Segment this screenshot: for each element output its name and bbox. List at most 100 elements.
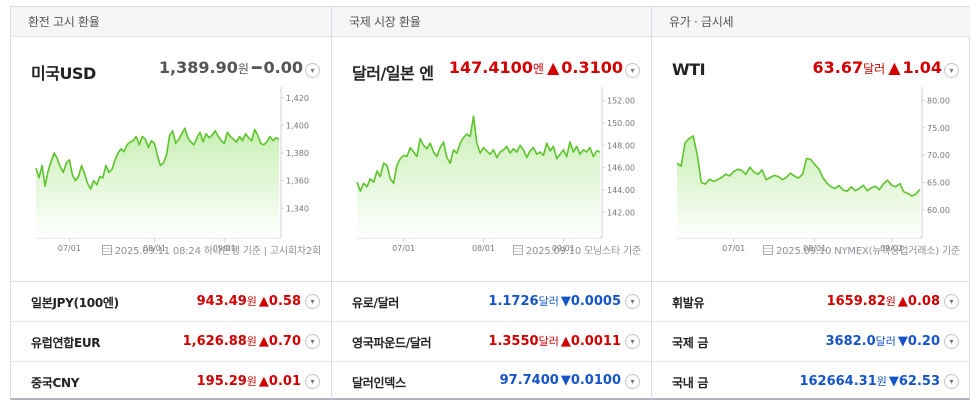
rate-unit: 달러 xyxy=(875,335,896,348)
rate-row[interactable]: 국제 금 3682.0달러 ▼0.20 ▾ xyxy=(652,322,970,362)
rate-change-sign: ▲ xyxy=(897,294,908,309)
quote-price: 147.4100엔 ▲ 0.3100 xyxy=(449,58,623,77)
chevron-down-icon[interactable]: ▾ xyxy=(944,294,959,309)
rate-price: 195.29 xyxy=(196,374,247,389)
rate-name: 영국파운드/달러 xyxy=(352,336,432,350)
exchange-rate-column: 환전 고시 환율 1,420 1,400 1,380 1,360 1,340 07/01 0… xyxy=(11,7,331,399)
rate-change-sign: ▼ xyxy=(560,294,571,309)
series-area xyxy=(677,136,920,238)
rate-value: 1659.82원 ▲0.08 xyxy=(827,293,940,309)
rate-unit: 원 xyxy=(246,375,257,388)
series-area xyxy=(36,128,279,238)
main-quote[interactable]: 1,420 1,400 1,380 1,360 1,340 07/01 08/01 09/01… xyxy=(11,37,331,281)
rate-unit: 달러 xyxy=(538,295,559,308)
source-note: 2025.09.10 모닝스타 기준 xyxy=(512,242,641,257)
chevron-down-icon[interactable]: ▾ xyxy=(625,374,640,389)
y-tick-label: 152.00 xyxy=(607,97,635,106)
price-unit: 원 xyxy=(237,62,249,76)
chevron-down-icon[interactable]: ▾ xyxy=(944,334,959,349)
rate-name: 달러인덱스 xyxy=(352,376,406,390)
y-tick-label: 146.00 xyxy=(607,164,635,173)
chevron-down-icon[interactable]: ▾ xyxy=(625,63,640,78)
rate-value: 1.1726달러 ▼0.0005 xyxy=(488,293,621,309)
series-line xyxy=(356,115,601,192)
column-header[interactable]: 유가 · 금시세 xyxy=(652,7,970,37)
chevron-down-icon[interactable]: ▾ xyxy=(305,374,320,389)
source-note: 2025.09.10 NYMEX(뉴욕상업거래소) 기준 xyxy=(762,242,960,257)
source-note: 2025.09.11 08:24 하나은행 기준 | 고시회차2회 xyxy=(101,242,322,257)
price-unit: 엔 xyxy=(532,62,544,76)
quote-price: 63.67달러 ▲ 1.04 xyxy=(813,58,943,77)
rate-change-sign: ▼ xyxy=(897,334,908,349)
rate-price: 97.7400 xyxy=(499,373,559,388)
y-tick-label: 80.00 xyxy=(927,96,950,105)
rate-row[interactable]: 중국CNY 195.29원 ▲0.01 ▾ xyxy=(11,362,331,400)
chevron-down-icon[interactable]: ▾ xyxy=(305,294,320,309)
y-tick-label: 70.00 xyxy=(927,151,950,160)
series-area xyxy=(357,116,600,238)
rate-name: 유로/달러 xyxy=(352,296,400,310)
rate-value: 97.7400 ▼0.0100 xyxy=(500,373,621,388)
chevron-down-icon[interactable]: ▾ xyxy=(625,334,640,349)
rate-name: 유럽연합EUR xyxy=(31,336,101,350)
rate-unit: 원 xyxy=(246,335,257,348)
chevron-down-icon[interactable]: ▾ xyxy=(944,63,959,78)
rate-change-sign: ▲ xyxy=(560,334,571,349)
price-chart[interactable]: 1,420 1,400 1,380 1,360 1,340 07/01 08/01 09/01 xyxy=(11,37,331,281)
rate-row[interactable]: 유럽연합EUR 1,626.88원 ▲0.70 ▾ xyxy=(11,322,331,362)
y-tick-label: 75.00 xyxy=(927,124,950,133)
market-rates-panel: 환전 고시 환율 1,420 1,400 1,380 1,360 1,340 07/01 0… xyxy=(10,6,970,400)
rate-price: 1659.82 xyxy=(826,294,886,309)
source-text: 2025.09.10 NYMEX(뉴욕상업거래소) 기준 xyxy=(775,246,960,257)
y-tick-label: 60.00 xyxy=(927,206,950,215)
x-tick-label: 07/01 xyxy=(392,244,415,253)
change-value: 0.00 xyxy=(263,58,303,77)
rate-row[interactable]: 유로/달러 1.1726달러 ▼0.0005 ▾ xyxy=(332,282,651,322)
rate-row[interactable]: 국내 금 162664.31원 ▼62.53 ▾ xyxy=(652,362,970,400)
rate-value: 943.49원 ▲0.58 xyxy=(197,293,301,309)
rate-row[interactable]: 영국파운드/달러 1.3550달러 ▲0.0011 ▾ xyxy=(332,322,651,362)
rate-change: 0.0011 xyxy=(570,334,621,349)
change-value: 1.04 xyxy=(902,58,942,77)
price-value: 63.67 xyxy=(812,58,864,77)
source-text: 2025.09.11 08:24 하나은행 기준 | 고시회차2회 xyxy=(114,246,322,257)
main-quote[interactable]: 80.00 75.00 70.00 65.00 60.00 07/01 08/01 09/02… xyxy=(652,37,970,281)
rate-row[interactable]: 달러인덱스 97.7400 ▼0.0100 ▾ xyxy=(332,362,651,400)
column-header[interactable]: 환전 고시 환율 xyxy=(11,7,331,37)
rate-name: 국제 금 xyxy=(672,336,709,350)
quote-title: 달러/일본 엔 xyxy=(352,64,434,83)
rate-unit: 원 xyxy=(246,295,257,308)
rate-row[interactable]: 일본JPY(100엔) 943.49원 ▲0.58 ▾ xyxy=(11,282,331,322)
x-tick-label: 08/01 xyxy=(472,244,495,253)
document-icon xyxy=(512,245,523,255)
price-chart[interactable]: 152.00 150.00 148.00 146.00 144.00 142.00 07/0… xyxy=(332,37,652,281)
rate-unit: 원 xyxy=(885,295,896,308)
main-quote[interactable]: 152.00 150.00 148.00 146.00 144.00 142.00 07/0… xyxy=(332,37,651,281)
international-rate-column: 국제 시장 환율 152.00 150.00 148.00 146.00 144.00 1… xyxy=(331,7,651,399)
rate-name: 중국CNY xyxy=(31,376,80,390)
rate-change: 0.0005 xyxy=(570,294,621,309)
rate-change: 0.58 xyxy=(268,294,301,309)
change-sign: ▲ xyxy=(546,58,560,77)
chevron-down-icon[interactable]: ▾ xyxy=(305,63,320,78)
chevron-down-icon[interactable]: ▾ xyxy=(625,294,640,309)
quote-price: 1,389.90원 ━ 0.00 xyxy=(159,58,303,77)
chevron-down-icon[interactable]: ▾ xyxy=(944,374,959,389)
rate-list: 일본JPY(100엔) 943.49원 ▲0.58 ▾ 유럽연합EUR 1,626.88원… xyxy=(11,281,331,400)
y-tick-label: 1,380 xyxy=(286,149,309,158)
rate-value: 1.3550달러 ▲0.0011 xyxy=(488,333,621,349)
document-icon xyxy=(762,245,773,255)
price-chart[interactable]: 80.00 75.00 70.00 65.00 60.00 07/01 08/01 09/02 xyxy=(652,37,971,281)
y-tick-label: 144.00 xyxy=(607,186,635,195)
rate-change: 0.01 xyxy=(268,374,301,389)
column-header[interactable]: 국제 시장 환율 xyxy=(332,7,651,37)
y-tick-label: 142.00 xyxy=(607,208,635,217)
rate-row[interactable]: 휘발유 1659.82원 ▲0.08 ▾ xyxy=(652,282,970,322)
price-unit: 달러 xyxy=(863,62,886,76)
rate-unit: 원 xyxy=(876,375,887,388)
x-tick-label: 09/01 xyxy=(552,244,575,253)
chevron-down-icon[interactable]: ▾ xyxy=(305,334,320,349)
rate-change: 0.20 xyxy=(907,334,940,349)
x-tick-label: 09/01 xyxy=(213,244,236,253)
